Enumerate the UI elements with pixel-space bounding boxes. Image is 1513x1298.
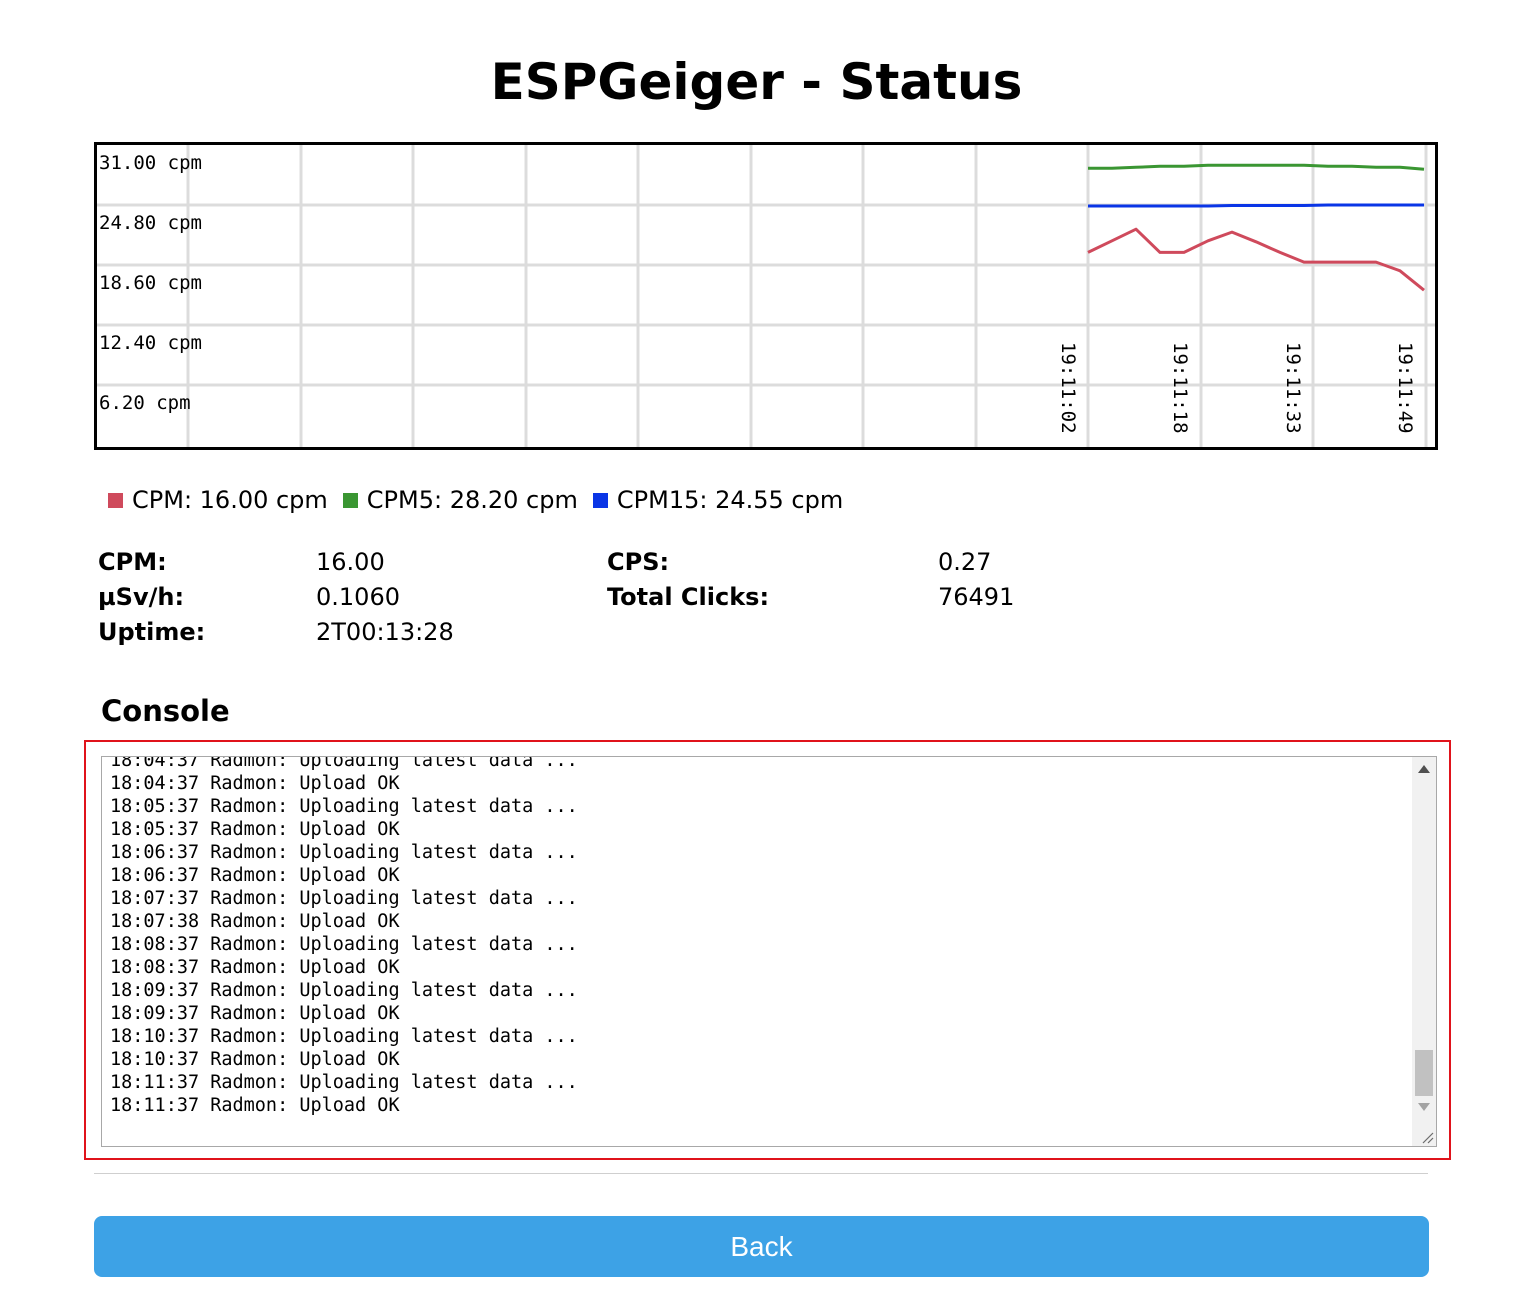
- console-line: 18:08:37 Radmon: Uploading latest data .…: [110, 934, 578, 955]
- console-line: 18:04:37 Radmon: Uploading latest data .…: [110, 756, 578, 771]
- chart-y-tick-label: 12.40 cpm: [99, 332, 202, 354]
- legend-label-cpm15: CPM15: 24.55 cpm: [616, 486, 844, 514]
- console-line: 18:11:37 Radmon: Uploading latest data .…: [110, 1072, 578, 1093]
- console-line: 18:09:37 Radmon: Upload OK: [110, 1003, 400, 1024]
- console-textarea[interactable]: 18:04:37 Radmon: Uploading latest data .…: [101, 756, 1437, 1147]
- cps-value: 0.27: [938, 548, 992, 576]
- console-line: 18:07:37 Radmon: Uploading latest data .…: [110, 888, 578, 909]
- legend-item-cpm: CPM: 16.00 cpm: [108, 484, 328, 516]
- legend-label-cpm: CPM: 16.00 cpm: [132, 486, 328, 514]
- chart-y-tick-label: 31.00 cpm: [99, 152, 202, 174]
- console-line: 18:09:37 Radmon: Uploading latest data .…: [110, 980, 578, 1001]
- console-highlight-frame: [84, 740, 1451, 1160]
- cpm-chart: 31.00 cpm 24.80 cpm 18.60 cpm 12.40 cpm 6.20…: [94, 142, 1438, 450]
- chart-x-tick-label: 19:11:18: [1169, 342, 1191, 434]
- usvh-value: 0.1060: [316, 583, 400, 611]
- legend-swatch-cpm15: [592, 492, 608, 508]
- chart-legend: CPM: 16.00 cpm CPM5: 28.20 cpm CPM15: 24…: [108, 484, 858, 516]
- chart-x-tick-label: 19:11:02: [1057, 342, 1079, 434]
- cpm-label: CPM:: [98, 548, 167, 576]
- legend-swatch-cpm5: [342, 492, 358, 508]
- chart-x-tick-label: 19:11:49: [1394, 342, 1416, 434]
- console-line: 18:11:37 Radmon: Upload OK: [110, 1095, 400, 1116]
- scroll-down-arrow-icon[interactable]: [1418, 1103, 1430, 1111]
- uptime-value: 2T00:13:28: [316, 618, 454, 646]
- chart-y-tick-label: 6.20 cpm: [99, 392, 191, 414]
- console-heading: Console: [101, 694, 230, 728]
- divider: [94, 1173, 1428, 1174]
- chart-y-tick-label: 18.60 cpm: [99, 272, 202, 294]
- chart-y-tick-label: 24.80 cpm: [99, 212, 202, 234]
- chart-series-cpm: [1087, 227, 1425, 292]
- console-line: 18:10:37 Radmon: Upload OK: [110, 1049, 400, 1070]
- console-line: 18:10:37 Radmon: Uploading latest data .…: [110, 1026, 578, 1047]
- legend-swatch-cpm: [108, 492, 123, 508]
- total-clicks-label: Total Clicks:: [607, 583, 770, 611]
- console-line: 18:05:37 Radmon: Uploading latest data .…: [110, 796, 578, 817]
- cpm-chart-svg: 31.00 cpm 24.80 cpm 18.60 cpm 12.40 cpm 6.20…: [97, 145, 1435, 447]
- console-scrollbar[interactable]: [1412, 757, 1436, 1146]
- back-button[interactable]: Back: [94, 1216, 1429, 1277]
- cpm-value: 16.00: [316, 548, 385, 576]
- usvh-label: µSv/h:: [98, 583, 185, 611]
- console-line: 18:08:37 Radmon: Upload OK: [110, 957, 400, 978]
- legend-item-cpm5: CPM5: 28.20 cpm: [342, 484, 578, 516]
- console-line: 18:06:37 Radmon: Upload OK: [110, 865, 400, 886]
- total-clicks-value: 76491: [938, 583, 1015, 611]
- console-log: 18:04:37 Radmon: Uploading latest data .…: [110, 756, 578, 1117]
- legend-item-cpm15: CPM15: 24.55 cpm: [592, 484, 844, 516]
- uptime-label: Uptime:: [98, 618, 206, 646]
- console-line: 18:05:37 Radmon: Upload OK: [110, 819, 400, 840]
- chart-series-cpm15: [1088, 203, 1424, 208]
- console-line: 18:06:37 Radmon: Uploading latest data .…: [110, 842, 578, 863]
- page-title: ESPGeiger - Status: [490, 53, 1023, 111]
- console-line: 18:07:38 Radmon: Upload OK: [110, 911, 400, 932]
- chart-series-cpm5: [1088, 163, 1425, 171]
- cps-label: CPS:: [607, 548, 670, 576]
- console-line: 18:04:37 Radmon: Upload OK: [110, 773, 400, 794]
- chart-x-tick-label: 19:11:33: [1282, 342, 1304, 434]
- resize-grip-icon[interactable]: [1420, 1130, 1434, 1144]
- legend-label-cpm5: CPM5: 28.20 cpm: [366, 486, 578, 514]
- scroll-up-arrow-icon[interactable]: [1418, 765, 1430, 773]
- scroll-thumb[interactable]: [1415, 1050, 1433, 1096]
